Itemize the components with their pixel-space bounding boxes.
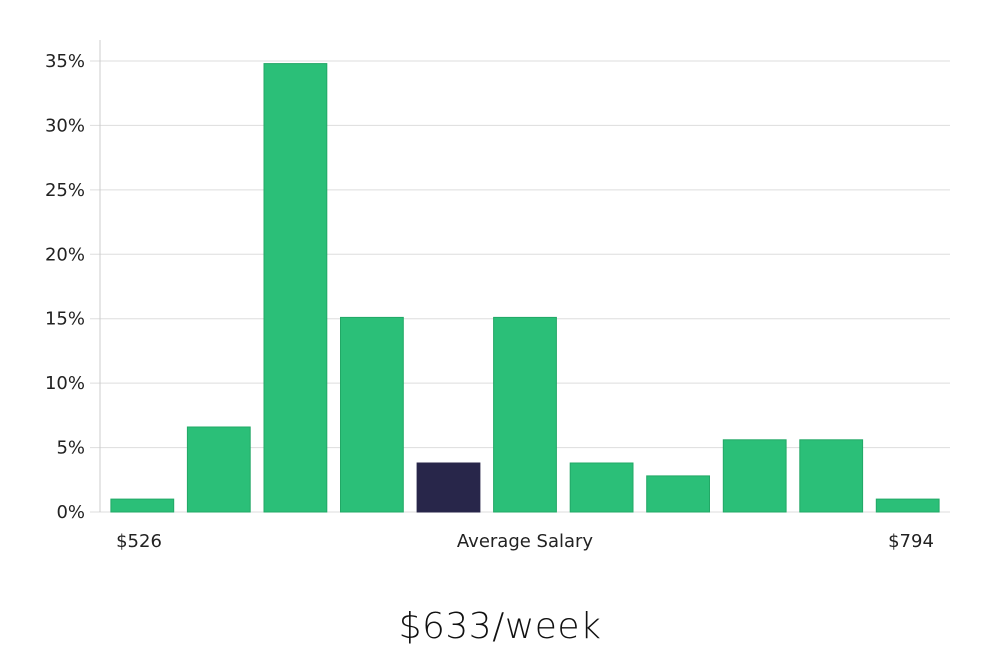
bar [493,316,557,513]
y-tick-label: 5% [56,438,85,459]
bar-highlighted [416,462,481,513]
bar [799,439,864,513]
x-axis-label: Average Salary [457,531,594,552]
salary-histogram: 0% 5% 10% 15% 20% 25% 30% 35% $526 Average Sala… [45,40,950,552]
y-tick-label: 20% [45,244,85,265]
average-salary-caption: $633/week [398,606,602,647]
y-tick-label: 25% [45,180,85,201]
bar [110,498,175,513]
x-min-label: $526 [116,531,162,552]
x-max-label: $794 [888,531,934,552]
y-tick-label: 30% [45,115,85,136]
bar [722,439,787,513]
y-tick-label: 10% [45,373,85,394]
bar [340,316,404,513]
y-tick-label: 35% [45,51,85,72]
bar [263,63,328,513]
y-tick-label: 0% [56,502,85,523]
y-axis-ticks: 0% 5% 10% 15% 20% 25% 30% 35% [45,51,85,523]
bar [646,475,711,513]
bar [569,462,634,513]
bars [110,63,940,513]
y-tick-label: 15% [45,309,85,330]
bar [875,498,940,513]
bar [186,426,251,513]
